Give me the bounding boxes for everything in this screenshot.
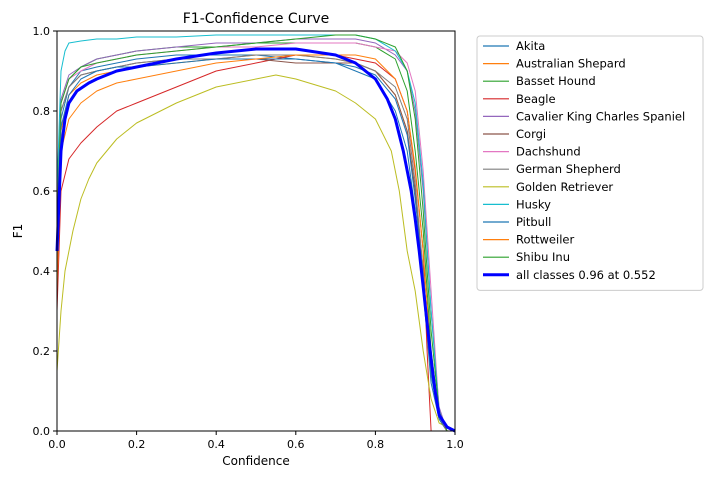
series-line-6 [56, 42, 455, 432]
legend-label-10: Pitbull [516, 215, 551, 229]
series-line-4 [56, 38, 455, 432]
legend-label-9: Husky [516, 197, 551, 211]
legend-label-11: Rottweiler [516, 233, 574, 247]
x-tick-label: 0.4 [207, 438, 225, 451]
y-tick-label: 0.8 [33, 105, 51, 118]
series-line-8 [56, 74, 456, 432]
y-axis-label: F1 [11, 224, 25, 239]
legend-label-6: Dachshund [516, 145, 581, 159]
y-tick-label: 0.4 [33, 265, 51, 278]
plot-area: 0.0 0.2 0.4 0.6 0.8 1.0 0.0 0.2 0.4 0.6 0.8 1.0 [33, 25, 464, 451]
series-line-9 [56, 34, 455, 432]
plot-frame [56, 30, 456, 432]
y-tick-label: 0.0 [33, 425, 51, 438]
series-line-12 [56, 34, 455, 432]
x-tick-label: 0.2 [128, 438, 146, 451]
series-line-10 [56, 58, 455, 432]
series-line-5 [56, 58, 455, 432]
series-line-2 [56, 42, 455, 432]
legend-label-12: Shibu Inu [516, 250, 570, 264]
x-tick-label: 1.0 [446, 438, 464, 451]
y-tick-label: 0.6 [33, 185, 51, 198]
x-tick-label: 0.0 [48, 438, 66, 451]
legend-label-5: Corgi [516, 127, 546, 141]
legend: Akita Australian Shepard Basset Hound Beagl… [476, 35, 704, 291]
legend-box [476, 35, 704, 291]
series-line-11 [56, 54, 455, 432]
legend-label-2: Basset Hound [516, 74, 596, 88]
chart-title: F1-Confidence Curve [183, 11, 329, 27]
legend-label-1: Australian Shepard [516, 57, 626, 71]
legend-label-13: all classes 0.96 at 0.552 [516, 268, 656, 282]
legend-label-0: Akita [516, 39, 545, 53]
y-tick-label: 0.2 [33, 345, 51, 358]
legend-label-7: German Shepherd [516, 162, 621, 176]
x-axis-label: Confidence [222, 454, 289, 468]
legend-label-3: Beagle [516, 92, 556, 106]
legend-label-4: Cavalier King Charles Spaniel [516, 109, 685, 123]
x-tick-label: 0.8 [367, 438, 385, 451]
legend-label-8: Golden Retriever [516, 180, 613, 194]
series-line-13 [55, 47, 456, 433]
y-tick-label: 1.0 [33, 25, 51, 38]
x-tick-label: 0.6 [287, 438, 305, 451]
